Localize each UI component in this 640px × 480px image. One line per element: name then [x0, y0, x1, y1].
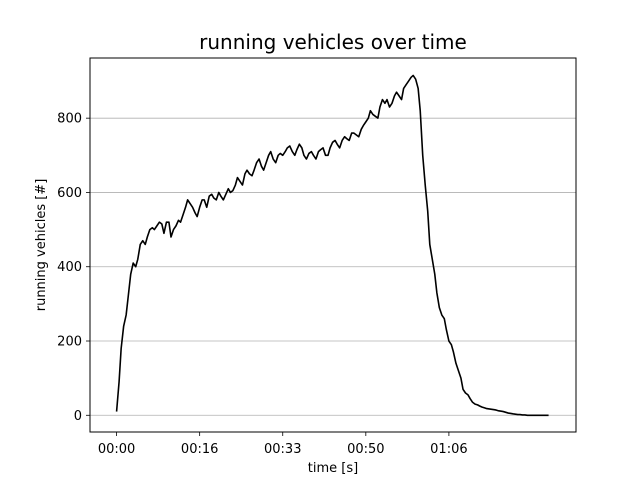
y-axis: 0 200 400 600 800 [57, 112, 90, 424]
x-tick-label: 01:06 [430, 442, 467, 457]
y-tick-label: 600 [57, 186, 82, 201]
y-tick-label: 400 [57, 260, 82, 275]
chart-title: running vehicles over time [199, 30, 467, 54]
y-tick-label: 200 [57, 335, 82, 350]
y-tick-label: 0 [74, 409, 82, 424]
x-axis-label: time [s] [308, 461, 358, 476]
x-tick-label: 00:50 [347, 442, 384, 457]
series-line [115, 74, 549, 417]
y-tick-label: 800 [57, 112, 82, 127]
y-axis-label: running vehicles [#] [34, 179, 49, 312]
x-tick-label: 00:33 [264, 442, 301, 457]
x-axis: 00:00 00:16 00:33 00:50 01:06 [98, 432, 468, 457]
x-tick-label: 00:00 [98, 442, 135, 457]
grid [90, 117, 576, 416]
x-tick-label: 00:16 [181, 442, 218, 457]
series-layer [115, 74, 549, 417]
plot-frame [89, 57, 577, 433]
